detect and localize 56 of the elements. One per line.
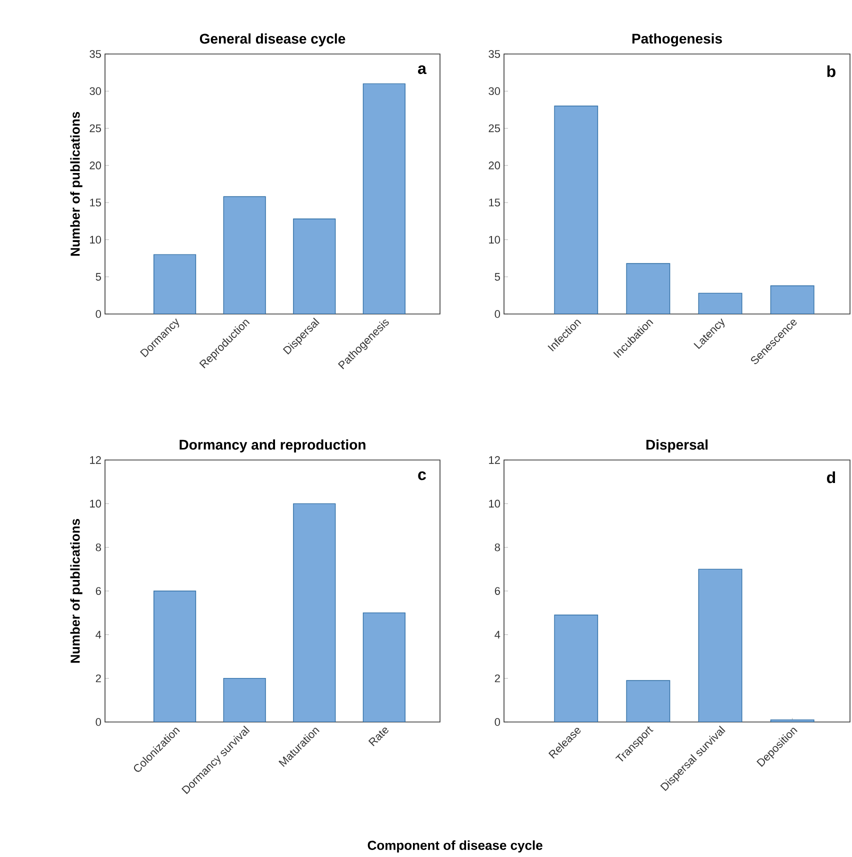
y-tick-label: 8	[96, 543, 101, 552]
y-tick-label: 35	[488, 50, 500, 58]
y-tick-label: 0	[494, 310, 500, 318]
chart-title: Pathogenesis	[632, 33, 722, 46]
y-tick-label: 5	[494, 273, 500, 281]
bar	[154, 254, 196, 314]
bar	[362, 83, 406, 314]
y-tick-label: 0	[96, 310, 102, 318]
annotation: d	[826, 471, 836, 484]
y-tick-label: 10	[90, 236, 102, 244]
chart-title: Dormancy and reproduction	[180, 439, 366, 452]
y-tick-label: 12	[489, 456, 500, 464]
y-tick-label: 25	[90, 124, 101, 132]
chart-title: General disease cycle	[200, 33, 346, 46]
annotation: c	[418, 471, 426, 480]
bar	[223, 678, 266, 722]
y-tick-label: 0	[494, 718, 500, 726]
y-tick-label: 0	[96, 718, 102, 726]
y-tick-label: 15	[489, 198, 500, 206]
chart-title: Dispersal	[646, 439, 708, 452]
y-tick-label: 10	[90, 500, 102, 508]
y-tick-label: 20	[90, 162, 102, 170]
bar	[223, 196, 266, 314]
annotation: b	[827, 65, 836, 78]
y-tick-label: 12	[90, 456, 101, 464]
y-axis-title: Number of publications	[70, 518, 82, 663]
y-tick-label: 15	[90, 198, 101, 206]
bar	[698, 292, 742, 314]
annotation: a	[418, 65, 427, 74]
y-tick-label: 30	[488, 87, 500, 96]
bar	[154, 590, 196, 722]
y-tick-label: 30	[90, 87, 102, 96]
bar	[293, 503, 336, 722]
y-tick-label: 6	[494, 587, 500, 595]
y-axis-title: Number of publications	[70, 112, 82, 256]
y-tick-label: 25	[488, 124, 500, 132]
y-tick-label: 8	[494, 543, 500, 552]
y-tick-label: 35	[90, 50, 101, 58]
y-tick-label: 5	[96, 273, 101, 281]
bar	[770, 285, 814, 314]
bar	[293, 218, 336, 314]
y-tick-label: 4	[494, 630, 500, 638]
y-tick-label: 10	[489, 500, 500, 508]
bar	[362, 612, 406, 722]
x-axis-title: Component of disease cycle	[368, 840, 542, 853]
bar	[698, 568, 742, 722]
bar	[554, 106, 598, 314]
y-tick-label: 20	[488, 162, 500, 170]
y-tick-label: 2	[494, 674, 500, 682]
bar	[626, 680, 670, 722]
bar	[554, 614, 598, 722]
y-tick-label: 2	[96, 674, 101, 682]
y-tick-label: 4	[96, 630, 102, 638]
y-tick-label: 6	[96, 587, 101, 595]
bar	[626, 263, 670, 314]
y-tick-label: 10	[489, 236, 500, 244]
